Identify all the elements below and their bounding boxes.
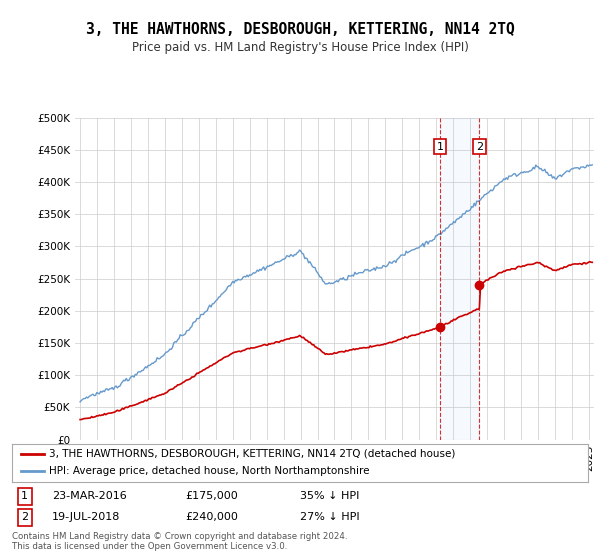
Text: 3, THE HAWTHORNS, DESBOROUGH, KETTERING, NN14 2TQ: 3, THE HAWTHORNS, DESBOROUGH, KETTERING,… [86,22,514,38]
Text: HPI: Average price, detached house, North Northamptonshire: HPI: Average price, detached house, Nort… [49,466,370,477]
Bar [440,118,479,440]
Text: 19-JUL-2018: 19-JUL-2018 [52,512,121,522]
Text: £240,000: £240,000 [185,512,238,522]
Text: 27% ↓ HPI: 27% ↓ HPI [300,512,359,522]
Text: 2: 2 [476,142,483,152]
Text: 35% ↓ HPI: 35% ↓ HPI [300,491,359,501]
Text: 3, THE HAWTHORNS, DESBOROUGH, KETTERING, NN14 2TQ (detached house): 3, THE HAWTHORNS, DESBOROUGH, KETTERING,… [49,449,456,459]
Text: 1: 1 [21,491,28,501]
Text: £175,000: £175,000 [185,491,238,501]
Text: 23-MAR-2016: 23-MAR-2016 [52,491,127,501]
Text: 1: 1 [436,142,443,152]
Text: Price paid vs. HM Land Registry's House Price Index (HPI): Price paid vs. HM Land Registry's House … [131,41,469,54]
Text: Contains HM Land Registry data © Crown copyright and database right 2024.
This d: Contains HM Land Registry data © Crown c… [12,532,347,552]
Text: 2: 2 [21,512,28,522]
